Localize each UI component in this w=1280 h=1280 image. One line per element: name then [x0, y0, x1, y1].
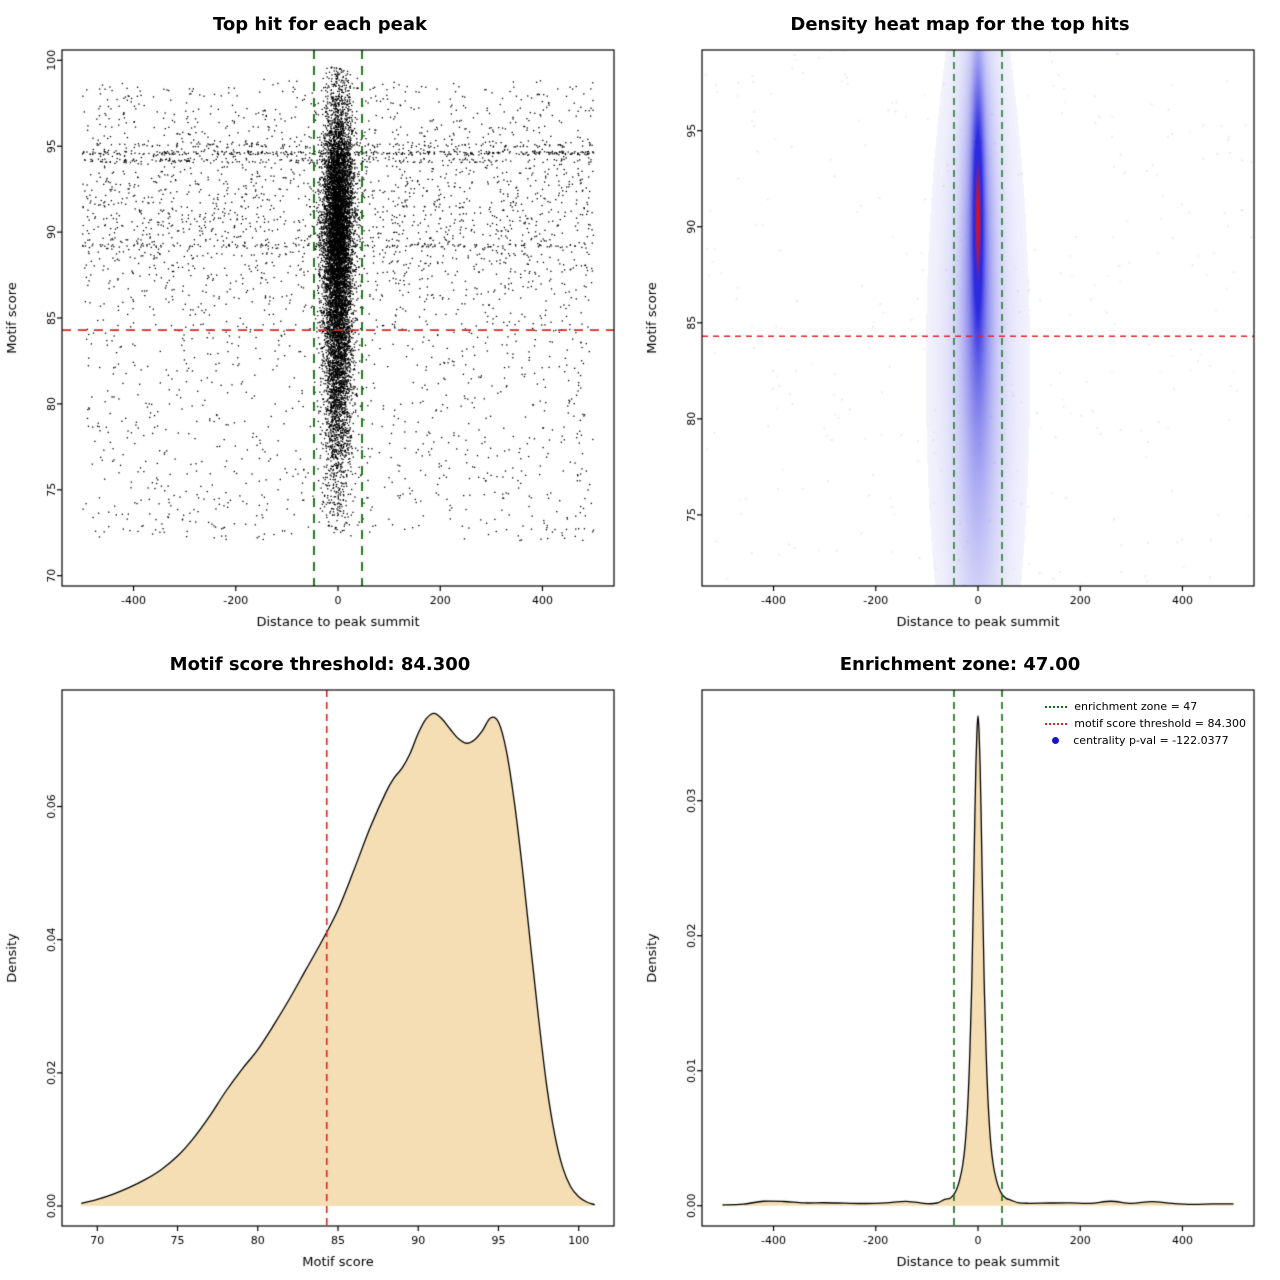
green-dotted-line-icon: [1045, 705, 1068, 708]
panel-density-heatmap: Density heat map for the top hits: [640, 0, 1280, 640]
panel-top-hit-scatter: Top hit for each peak: [0, 0, 640, 640]
legend-label: enrichment zone = 47: [1074, 700, 1198, 713]
distance-density-canvas: [640, 680, 1280, 1280]
legend-label: motif score threshold = 84.300: [1074, 717, 1246, 730]
scatter-canvas: [0, 40, 640, 640]
score-density-title: Motif score threshold: 84.300: [169, 654, 471, 675]
legend-row-score-threshold: motif score threshold = 84.300: [1045, 715, 1246, 732]
score-density-canvas: [0, 680, 640, 1280]
scatter-title: Top hit for each peak: [213, 14, 427, 35]
legend-label: centrality p-val = -122.0377: [1073, 734, 1229, 747]
enrichment-zone-title: Enrichment zone: 47.00: [839, 654, 1081, 675]
legend-row-enrichment-zone: enrichment zone = 47: [1045, 698, 1246, 715]
panel-distance-density: Enrichment zone: 47.00 enrichment zone =…: [640, 640, 1280, 1280]
red-dotted-line-icon: [1045, 722, 1068, 725]
heatmap-canvas: [640, 40, 1280, 640]
legend: enrichment zone = 47 motif score thresho…: [1045, 698, 1246, 749]
panel-motif-score-density: Motif score threshold: 84.300: [0, 640, 640, 1280]
heatmap-title: Density heat map for the top hits: [790, 14, 1130, 35]
legend-row-centrality-pval: centrality p-val = -122.0377: [1045, 732, 1246, 749]
blue-point-icon: [1052, 737, 1060, 744]
